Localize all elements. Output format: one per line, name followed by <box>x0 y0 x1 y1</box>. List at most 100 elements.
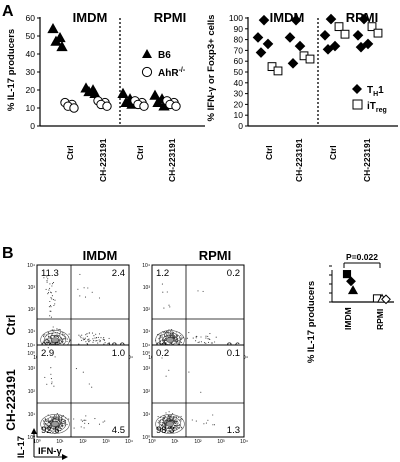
event-dot <box>164 420 166 423</box>
legend-label-itreg: iTreg <box>367 101 387 114</box>
event-dot <box>160 425 162 427</box>
event-dot <box>54 299 56 301</box>
event-dot <box>52 342 54 344</box>
event-dot <box>49 340 51 342</box>
event-dot <box>53 330 55 332</box>
event-dot <box>93 340 95 342</box>
event-dot <box>77 288 79 290</box>
row-label-ch223191: CH-223191 <box>4 369 18 431</box>
data-point <box>340 29 350 39</box>
event-dot <box>86 335 88 337</box>
y-tick-label: 30 <box>26 67 36 77</box>
event-dot <box>200 336 202 338</box>
event-dot <box>176 427 178 429</box>
event-dot <box>161 423 163 426</box>
flow-plot-ctrl-imdm: 10⁰10⁰10¹10¹10²10²10³10³10⁴10⁴11.32.467.… <box>27 263 133 361</box>
event-dot <box>79 335 81 337</box>
event-dot <box>49 287 51 289</box>
event-dot <box>50 420 52 422</box>
event-dot <box>82 371 84 373</box>
event-dot <box>47 331 49 333</box>
event-dot <box>75 368 77 370</box>
p-value-annotation: P=0.022 <box>346 252 378 262</box>
event-dot <box>60 422 62 424</box>
event-dot <box>195 337 197 339</box>
data-point <box>47 22 59 34</box>
legend-marker-itreg <box>352 99 363 110</box>
data-point <box>334 22 344 32</box>
y-tick-label: 10² <box>143 307 151 313</box>
column-title-rpmi: RPMI <box>199 248 232 263</box>
event-dot <box>200 341 202 343</box>
event-dot <box>174 422 176 424</box>
event-dot <box>211 342 213 344</box>
event-dot <box>198 341 200 343</box>
event-dot <box>173 422 175 424</box>
event-dot <box>84 422 86 424</box>
panel-b-letter: B <box>2 245 14 262</box>
group-title-rpmi: RPMI <box>154 10 187 25</box>
event-dot <box>160 333 162 335</box>
event-dot <box>80 419 82 421</box>
data-point <box>290 14 302 26</box>
event-dot <box>56 328 58 330</box>
event-dot <box>188 332 190 334</box>
event-dot <box>175 335 177 337</box>
event-dot <box>163 343 165 345</box>
event-dot <box>175 424 177 427</box>
data-point <box>346 276 356 287</box>
event-dot <box>64 423 66 425</box>
event-dot <box>159 335 161 337</box>
event-dot <box>58 426 60 428</box>
event-dot <box>48 289 50 291</box>
event-dot <box>166 334 168 336</box>
event-dot <box>165 429 168 431</box>
event-dot <box>161 336 163 338</box>
event-dot <box>91 386 93 388</box>
data-point <box>56 40 68 52</box>
event-dot <box>46 341 48 343</box>
density-contour <box>40 414 70 434</box>
event-dot <box>203 342 206 344</box>
y-tick-label: 10⁰ <box>142 435 150 441</box>
event-dot <box>176 425 179 427</box>
event-dot <box>47 278 49 280</box>
legend-marker-ahr <box>141 66 153 78</box>
y-tick-label: 0 <box>30 121 35 131</box>
event-dot <box>212 424 214 426</box>
event-dot <box>59 418 61 420</box>
event-dot <box>98 333 101 335</box>
event-dot <box>91 291 93 293</box>
event-dot <box>104 420 106 422</box>
y-tick-label: 50 <box>234 67 244 77</box>
event-dot <box>84 338 86 340</box>
quadrant-upper-right-value: 0.1 <box>227 348 240 359</box>
event-dot <box>207 338 209 340</box>
x-tick-label: 10² <box>79 439 87 445</box>
data-point <box>362 38 374 50</box>
event-dot <box>59 328 61 330</box>
event-dot <box>169 417 171 419</box>
event-dot <box>176 415 178 417</box>
event-dot <box>61 342 64 344</box>
event-dot <box>162 331 165 333</box>
event-dot <box>195 335 197 337</box>
event-dot <box>50 337 52 339</box>
event-dot <box>44 376 46 378</box>
event-dot <box>98 423 101 425</box>
y-tick-label: 50 <box>26 31 36 41</box>
event-dot <box>157 421 159 423</box>
event-dot <box>42 420 44 422</box>
event-dot <box>59 427 61 430</box>
event-dot <box>78 334 80 336</box>
y-tick-label: 0 <box>238 121 243 131</box>
event-dot <box>62 339 64 341</box>
y-tick-label: 10² <box>28 389 36 395</box>
event-dot <box>207 341 210 343</box>
event-dot <box>81 334 83 336</box>
event-dot <box>51 295 53 297</box>
event-dot <box>53 419 55 421</box>
data-point <box>305 54 315 64</box>
event-dot <box>162 291 164 293</box>
data-point <box>152 96 164 107</box>
